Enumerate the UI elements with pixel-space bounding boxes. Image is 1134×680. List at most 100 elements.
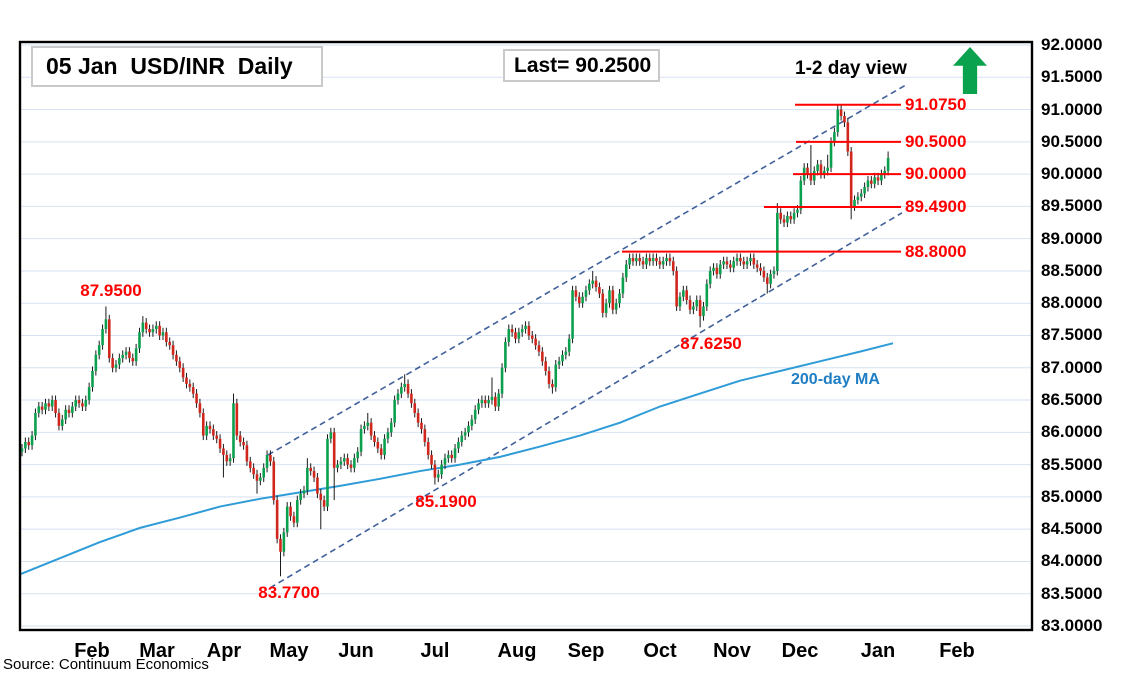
candle-down: [77, 400, 81, 404]
candle-down: [759, 267, 762, 271]
candle-up: [836, 109, 840, 133]
candle-up: [722, 261, 725, 265]
candle-down: [252, 467, 255, 475]
candle-down: [148, 329, 151, 333]
candle-up: [154, 325, 158, 330]
candle-down: [225, 454, 229, 462]
candle-down: [128, 351, 131, 359]
channel-lower: [269, 212, 903, 589]
y-axis-label: 88.0000: [1041, 293, 1103, 313]
candle-down: [369, 422, 373, 436]
candle-down: [168, 341, 172, 346]
candle-up: [24, 442, 27, 449]
y-axis-label: 86.5000: [1041, 390, 1103, 410]
x-axis-label-dec: Dec: [781, 640, 819, 662]
candle-down: [212, 429, 215, 436]
candle-up: [326, 438, 329, 507]
candle-up: [604, 303, 608, 313]
y-axis-label: 87.5000: [1041, 325, 1103, 345]
candle-up: [104, 319, 108, 330]
candle-down: [527, 325, 531, 336]
candle-down: [577, 296, 581, 304]
candle-up: [393, 400, 396, 423]
candle-up: [645, 258, 648, 265]
candle-up: [732, 261, 735, 268]
candle-up: [124, 351, 128, 355]
candle-down: [752, 258, 756, 265]
candle-up: [584, 290, 588, 297]
ma-label: 200-day MA: [791, 371, 880, 388]
candle-up: [608, 290, 611, 304]
candle-up: [282, 532, 286, 552]
candle-down: [181, 367, 185, 378]
candle-down: [379, 448, 383, 455]
candle-up: [557, 361, 561, 365]
x-axis-label-jul: Jul: [420, 640, 450, 662]
candle-down: [420, 422, 423, 430]
candle-up: [34, 412, 37, 436]
candle-down: [430, 454, 433, 465]
candle-down: [668, 258, 672, 262]
candle-up: [708, 270, 712, 284]
annotation-label: 83.7700: [258, 583, 320, 603]
candle-down: [423, 429, 427, 443]
candle-up: [30, 435, 34, 446]
candle-down: [272, 461, 276, 501]
candle-down: [510, 329, 514, 333]
candle-down: [671, 261, 675, 271]
y-axis-label: 87.0000: [1041, 357, 1103, 377]
candle-down: [729, 264, 732, 268]
candle-down: [131, 358, 135, 362]
candle-down: [107, 319, 111, 359]
candle-up: [695, 299, 699, 307]
candle-up: [554, 364, 558, 388]
annotation-label: 87.6250: [680, 334, 742, 354]
candle-down: [514, 332, 517, 339]
candle-down: [413, 403, 417, 413]
candle-up: [60, 419, 64, 426]
candle-down: [648, 258, 652, 262]
candle-down: [248, 461, 252, 468]
candle-up: [353, 458, 356, 468]
candle-up: [618, 293, 621, 304]
y-axis-label: 90.5000: [1041, 131, 1103, 151]
x-axis-label-may: May: [269, 640, 309, 662]
candle-down: [782, 219, 786, 223]
candle-up: [151, 329, 155, 333]
candle-up: [20, 448, 24, 452]
candle-up: [517, 332, 521, 339]
candle-up: [745, 261, 749, 265]
candle-up: [614, 303, 618, 310]
y-axis-label: 84.0000: [1041, 551, 1103, 571]
candle-down: [870, 180, 873, 184]
candle-up: [705, 283, 709, 307]
candle-up: [792, 212, 796, 220]
candle-down: [675, 270, 678, 307]
level-label: 91.0750: [905, 94, 967, 114]
candle-down: [843, 116, 846, 123]
candle-up: [366, 422, 370, 426]
candle-up: [473, 409, 477, 420]
candle-down: [171, 345, 175, 355]
candle-up: [383, 438, 386, 455]
candle-down: [876, 177, 880, 181]
candle-up: [487, 400, 490, 404]
y-axis-label: 92.0000: [1041, 35, 1103, 54]
candle-up: [87, 387, 91, 401]
candle-up: [440, 464, 443, 475]
candle-up: [718, 264, 722, 275]
candle-up: [84, 400, 88, 407]
candle-down: [725, 261, 729, 265]
candle-up: [856, 196, 860, 200]
x-axis-label-sep: Sep: [567, 640, 605, 662]
candle-down: [715, 267, 719, 275]
candle-down: [201, 412, 205, 436]
candle-down: [426, 442, 430, 455]
candle-up: [567, 338, 571, 352]
candle-down: [27, 442, 31, 446]
x-axis-label-jan: Jan: [860, 640, 896, 662]
candle-down: [547, 371, 551, 384]
candle-up: [853, 199, 856, 207]
candle-up: [863, 187, 866, 194]
candle-up: [621, 277, 625, 294]
